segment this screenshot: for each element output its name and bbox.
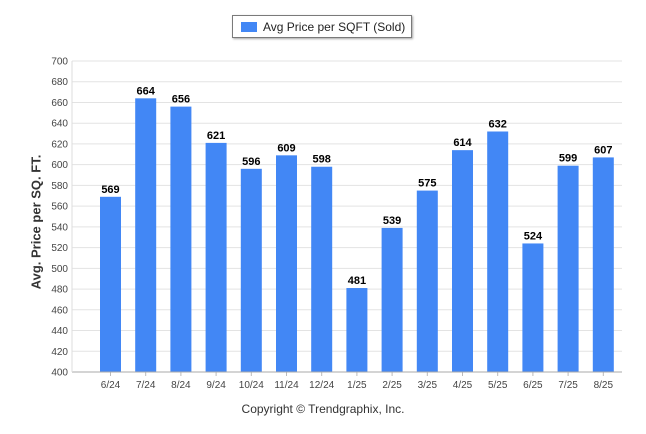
x-tick-label: 2/25	[382, 380, 402, 391]
data-label: 656	[172, 94, 190, 106]
x-tick-label: 1/25	[347, 380, 367, 391]
bar	[276, 155, 297, 372]
data-label: 524	[524, 230, 543, 242]
bar	[452, 150, 473, 372]
x-tick-label: 6/24	[101, 380, 121, 391]
y-tick-label: 600	[51, 160, 68, 171]
bar	[311, 166, 333, 372]
bar	[381, 227, 403, 372]
x-tick-label: 11/24	[274, 380, 299, 391]
bar	[346, 288, 368, 372]
bar	[240, 168, 262, 372]
x-tick-label: 12/24	[309, 380, 334, 391]
data-label: 614	[453, 137, 472, 149]
legend: Avg Price per SQFT (Sold)	[232, 15, 412, 38]
bar	[487, 131, 509, 372]
y-tick-label: 520	[51, 243, 68, 254]
data-label: 596	[242, 156, 260, 168]
y-tick-label: 560	[51, 202, 68, 213]
y-tick-label: 460	[51, 305, 68, 316]
bar	[557, 165, 579, 372]
y-tick-label: 620	[51, 139, 68, 150]
x-tick-label: 3/25	[418, 380, 438, 391]
x-tick-label: 7/24	[136, 380, 156, 391]
x-tick-label: 10/24	[239, 380, 264, 391]
y-tick-label: 420	[51, 347, 68, 358]
data-label: 607	[594, 144, 612, 156]
bar	[522, 243, 544, 372]
x-tick-label: 6/25	[523, 380, 543, 391]
bar	[592, 157, 614, 372]
bar	[170, 106, 192, 372]
y-tick-label: 480	[51, 285, 68, 296]
bar	[135, 98, 157, 372]
copyright-text: Copyright © Trendgraphix, Inc.	[241, 402, 405, 416]
data-label: 609	[277, 142, 295, 154]
legend-label: Avg Price per SQFT (Sold)	[263, 20, 406, 34]
y-tick-label: 640	[51, 119, 68, 130]
x-tick-label: 4/25	[453, 380, 473, 391]
y-tick-label: 680	[51, 77, 68, 88]
y-tick-label: 540	[51, 222, 68, 233]
data-label: 598	[313, 154, 331, 166]
legend-swatch	[241, 22, 257, 32]
x-tick-label: 8/25	[594, 380, 614, 391]
x-tick-label: 7/25	[558, 380, 578, 391]
x-tick-label: 9/24	[206, 380, 226, 391]
y-tick-label: 700	[51, 57, 68, 68]
y-tick-label: 400	[51, 368, 68, 379]
y-tick-label: 580	[51, 181, 68, 192]
data-label: 599	[559, 153, 577, 165]
data-label: 575	[418, 178, 436, 190]
y-tick-label: 660	[51, 98, 68, 109]
y-tick-label: 500	[51, 264, 68, 275]
bar	[205, 142, 227, 372]
y-tick-label: 440	[51, 326, 68, 337]
data-label: 632	[489, 118, 507, 130]
data-label: 664	[137, 85, 156, 97]
data-label: 481	[348, 275, 366, 287]
x-tick-label: 5/25	[488, 380, 508, 391]
data-label: 569	[101, 184, 119, 196]
data-label: 621	[207, 130, 225, 142]
data-label: 539	[383, 215, 401, 227]
bar	[100, 196, 121, 372]
y-axis-label: Avg. Price per SQ. FT.	[28, 154, 44, 290]
x-tick-label: 8/24	[171, 380, 191, 391]
bar	[416, 190, 438, 372]
